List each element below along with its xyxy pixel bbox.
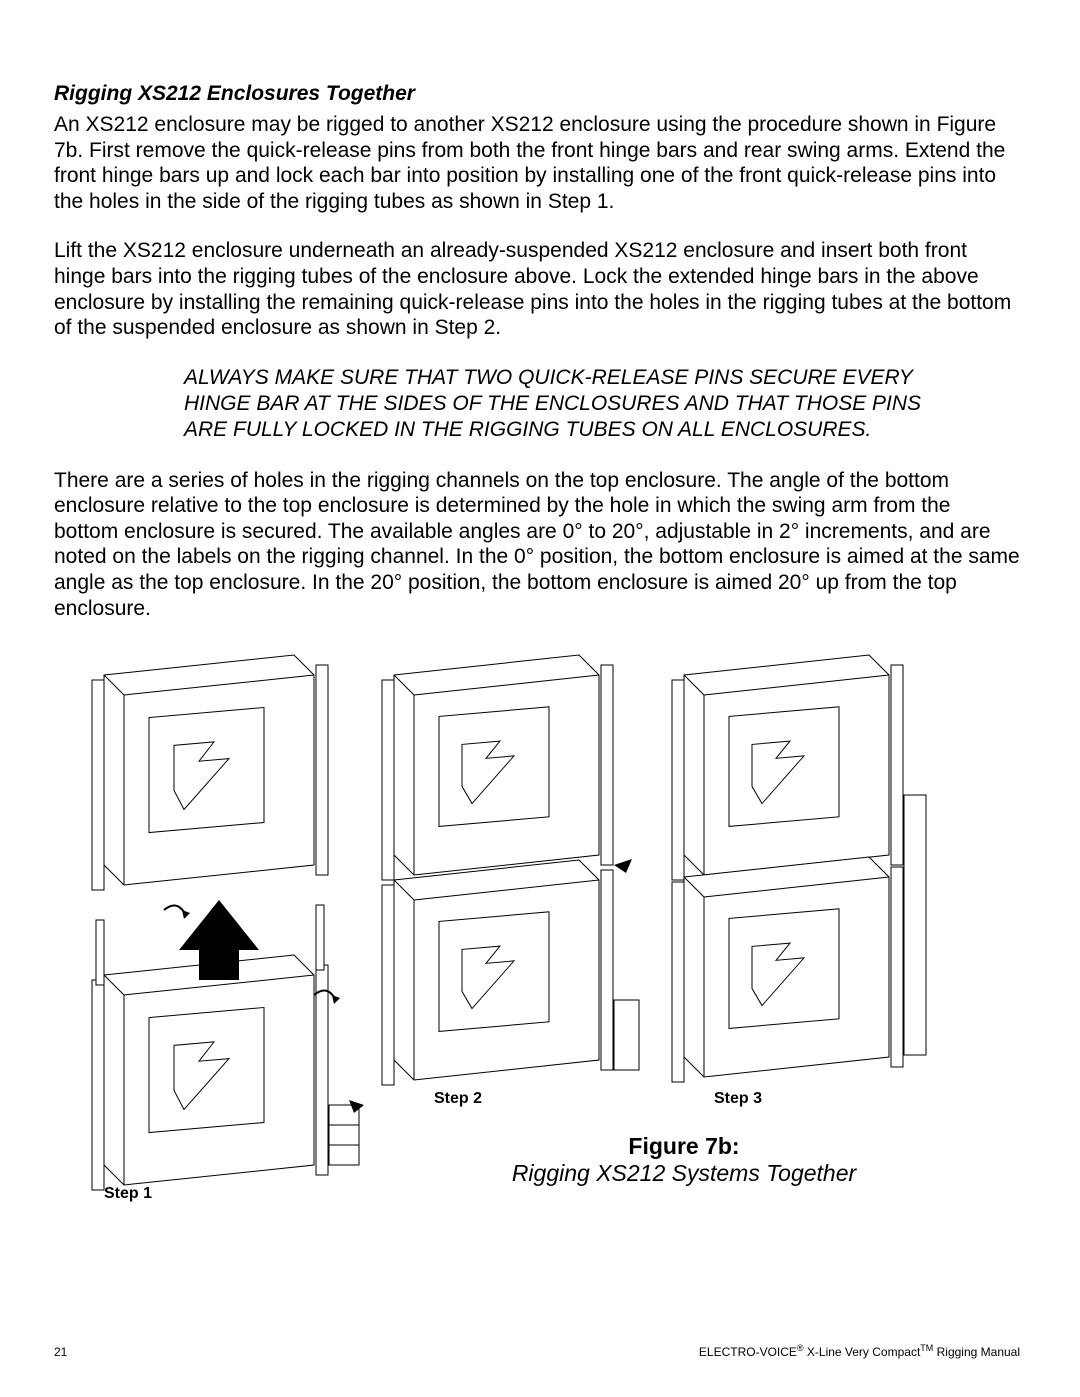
figure-title: Rigging XS212 Systems Together: [484, 1160, 884, 1187]
step2-label: Step 2: [434, 1090, 482, 1108]
page-container: Rigging XS212 Enclosures Together An XS2…: [0, 0, 1080, 1397]
section-title: Rigging XS212 Enclosures Together: [54, 82, 1020, 106]
footer-product: X-Line Very Compact: [804, 1345, 921, 1359]
paragraph-2: Lift the XS212 enclosure underneath an a…: [54, 238, 1020, 340]
paragraph-1: An XS212 enclosure may be rigged to anot…: [54, 112, 1020, 214]
footer-suffix: Rigging Manual: [933, 1345, 1020, 1359]
step1-label: Step 1: [104, 1185, 152, 1203]
footer-branding: ELECTRO-VOICE® X-Line Very CompactTM Rig…: [699, 1343, 1020, 1359]
step2-diagram: [364, 645, 644, 1115]
figure-7b: Step 1 Step 2 Step 3 Figure 7b: Rigging …: [54, 645, 1014, 1205]
trademark-icon: TM: [920, 1343, 933, 1353]
page-number: 21: [54, 1345, 67, 1359]
page-footer: 21 ELECTRO-VOICE® X-Line Very CompactTM …: [54, 1343, 1020, 1359]
registered-icon: ®: [797, 1343, 804, 1353]
warning-block: ALWAYS MAKE SURE THAT TWO QUICK-RELEASE …: [54, 365, 1020, 444]
paragraph-3: There are a series of holes in the riggi…: [54, 468, 1020, 622]
step3-diagram: [654, 645, 934, 1095]
figure-number: Figure 7b:: [484, 1133, 884, 1160]
figure-caption: Figure 7b: Rigging XS212 Systems Togethe…: [484, 1133, 884, 1187]
step1-diagram: [64, 645, 364, 1205]
footer-brand: ELECTRO-VOICE: [699, 1345, 797, 1359]
step3-label: Step 3: [714, 1090, 762, 1108]
